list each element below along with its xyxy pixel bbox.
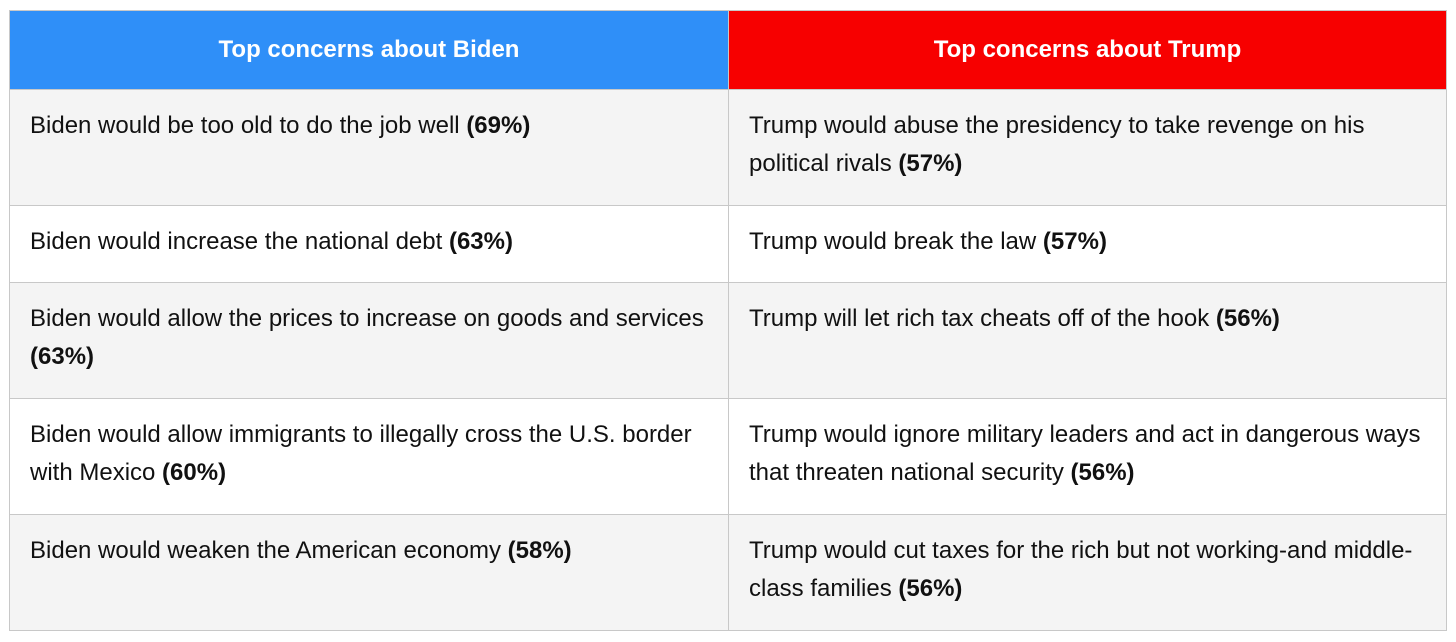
concerns-table: Top concerns about Biden Top concerns ab…	[9, 10, 1447, 631]
trump-concern-cell: Trump will let rich tax cheats off of th…	[728, 282, 1447, 399]
table-row: Biden would weaken the American economy …	[9, 514, 1447, 631]
concern-text: Biden would allow the prices to increase…	[30, 305, 704, 332]
biden-concern-cell: Biden would allow immigrants to illegall…	[9, 398, 729, 515]
concern-percentage: (60%)	[162, 459, 227, 486]
trump-concern-cell: Trump would abuse the presidency to take…	[728, 89, 1447, 206]
concern-percentage: (63%)	[448, 228, 513, 255]
header-row: Top concerns about Biden Top concerns ab…	[9, 10, 1447, 90]
concern-text: Trump would ignore military leaders and …	[749, 421, 1421, 486]
concern-percentage: (58%)	[507, 537, 572, 564]
biden-concern-cell: Biden would allow the prices to increase…	[9, 282, 729, 399]
concern-percentage: (69%)	[466, 112, 531, 139]
concern-text: Trump will let rich tax cheats off of th…	[749, 305, 1210, 332]
biden-concern-cell: Biden would be too old to do the job wel…	[9, 89, 729, 206]
table-row: Biden would be too old to do the job wel…	[9, 89, 1447, 206]
trump-concern-cell: Trump would cut taxes for the rich but n…	[728, 514, 1447, 631]
trump-concern-cell: Trump would ignore military leaders and …	[728, 398, 1447, 515]
concern-percentage: (57%)	[1042, 228, 1107, 255]
concern-text: Biden would weaken the American economy	[30, 537, 501, 564]
trump-header: Top concerns about Trump	[728, 10, 1447, 90]
concern-text: Biden would increase the national debt	[30, 228, 443, 255]
concern-text: Trump would break the law	[749, 228, 1037, 255]
table-row: Biden would increase the national debt (…	[9, 205, 1447, 283]
table-row: Biden would allow the prices to increase…	[9, 282, 1447, 399]
concern-percentage: (56%)	[898, 575, 963, 602]
concern-text: Trump would cut taxes for the rich but n…	[749, 537, 1413, 602]
concern-text: Biden would allow immigrants to illegall…	[30, 421, 692, 486]
biden-concern-cell: Biden would weaken the American economy …	[9, 514, 729, 631]
concern-text: Biden would be too old to do the job wel…	[30, 112, 460, 139]
concern-percentage: (57%)	[898, 150, 963, 177]
concern-percentage: (63%)	[30, 343, 95, 370]
biden-concern-cell: Biden would increase the national debt (…	[9, 205, 729, 283]
biden-header: Top concerns about Biden	[9, 10, 729, 90]
table-row: Biden would allow immigrants to illegall…	[9, 398, 1447, 515]
concern-text: Trump would abuse the presidency to take…	[749, 112, 1365, 177]
concern-percentage: (56%)	[1215, 305, 1280, 332]
concern-percentage: (56%)	[1070, 459, 1135, 486]
trump-concern-cell: Trump would break the law (57%)	[728, 205, 1447, 283]
